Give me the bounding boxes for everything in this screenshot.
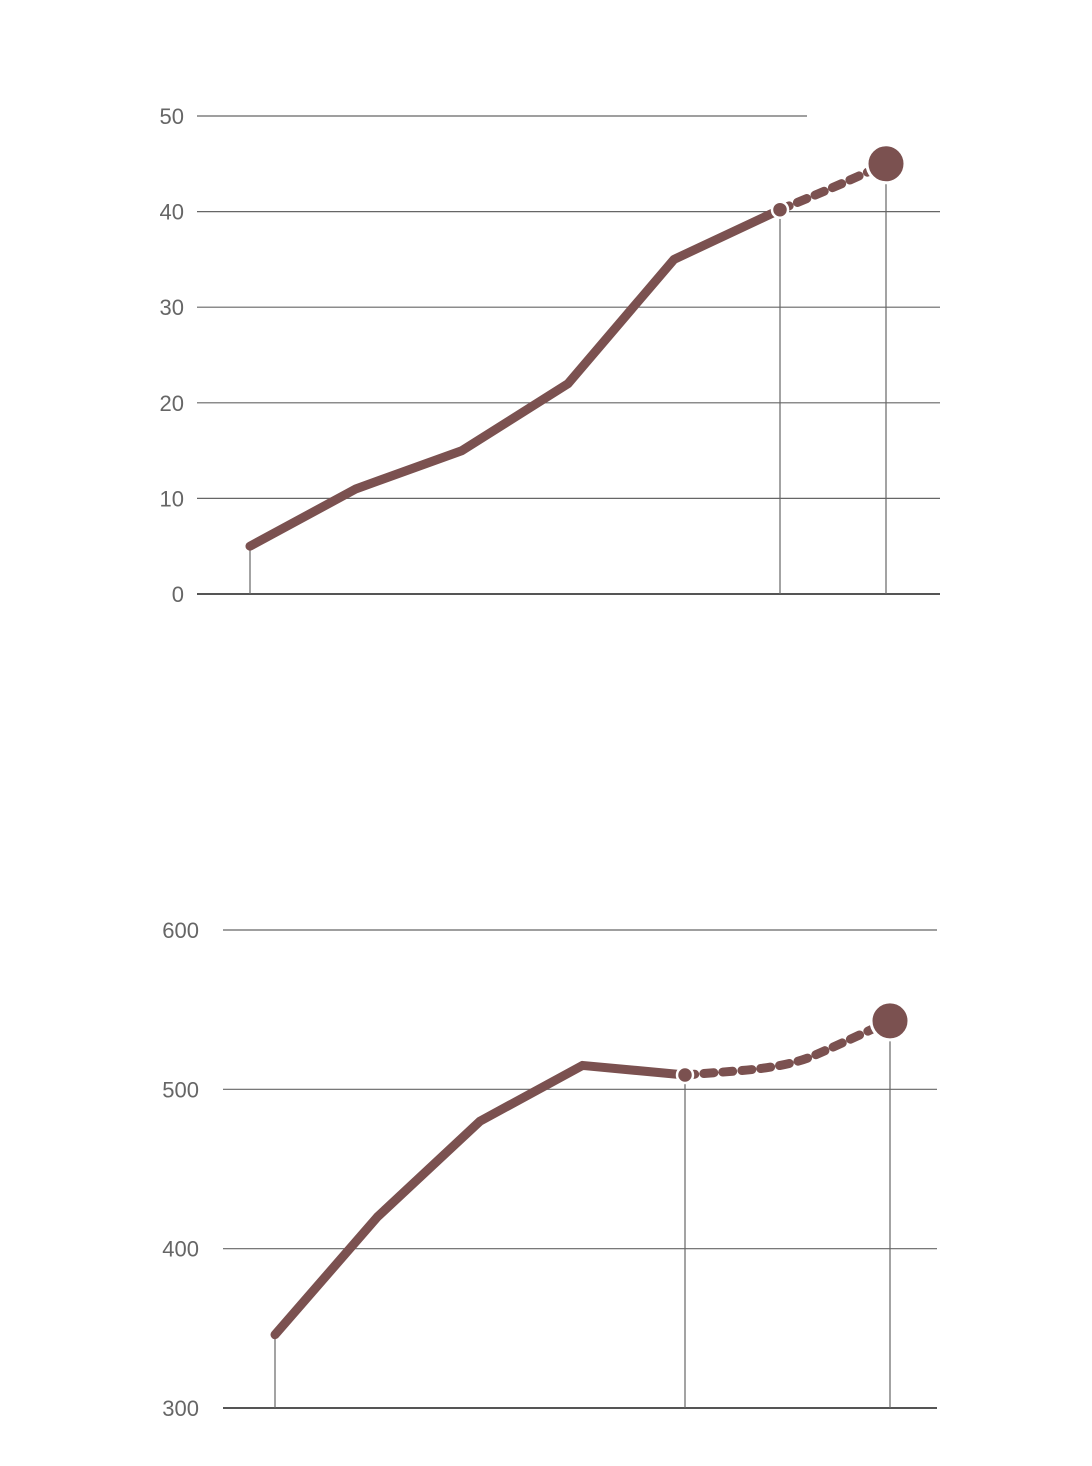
point-marker [675,1065,695,1085]
y-tick-label: 20 [160,391,184,416]
y-tick-label: 50 [160,104,184,129]
projection-line [680,1016,895,1080]
y-tick-label: 400 [162,1237,199,1262]
y-tick-label: 0 [172,582,184,607]
y-tick-label: 500 [162,1077,199,1102]
endpoint-marker [869,1000,911,1042]
y-tick-label: 30 [160,295,184,320]
endpoint-marker [865,143,907,185]
y-tick-label: 40 [160,200,184,225]
y-tick-label: 300 [162,1396,199,1421]
bottom-line-chart: 300 400 500 600 [162,918,937,1421]
point-marker [770,200,790,219]
series-line [245,205,785,551]
series-line [270,1060,690,1340]
top-line-chart: 0 10 20 30 40 50 [160,104,940,607]
y-tick-label: 10 [160,486,184,511]
y-tick-label: 600 [162,918,199,943]
